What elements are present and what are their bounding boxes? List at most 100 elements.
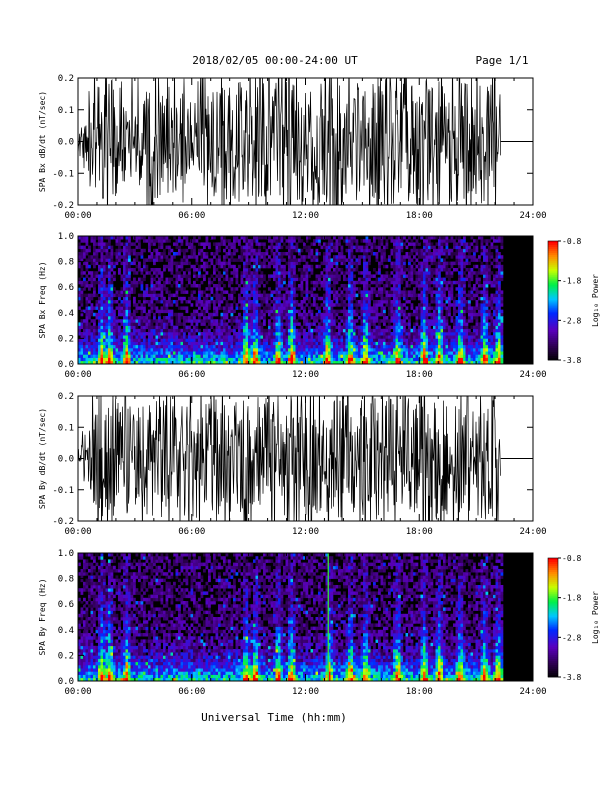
heatmap-cell (423, 335, 426, 339)
heatmap-cell (425, 274, 429, 278)
heatmap-cell (105, 357, 109, 362)
heatmap-cell (328, 335, 331, 339)
heatmap-cell (275, 319, 279, 323)
heatmap-cell (438, 300, 441, 304)
heatmap-cell (175, 252, 179, 256)
heatmap-cell (103, 284, 106, 288)
heatmap-cell (308, 357, 311, 362)
heatmap-cell (220, 242, 224, 246)
heatmap-cell (223, 312, 226, 317)
heatmap-cell (220, 287, 224, 291)
heatmap-cell (380, 248, 384, 253)
heatmap-cell (218, 348, 221, 352)
heatmap-cell (95, 280, 99, 285)
heatmap-cell (425, 351, 429, 355)
heatmap-cell (350, 242, 354, 246)
heatmap-cell (390, 312, 394, 317)
heatmap-cell (250, 290, 254, 294)
heatmap-cell (193, 284, 196, 288)
heatmap-cell (228, 261, 231, 266)
heatmap-cell (388, 354, 391, 358)
heatmap-cell (208, 242, 211, 246)
heatmap-cell (418, 252, 421, 256)
heatmap-cell (378, 248, 381, 253)
heatmap-cell (258, 268, 261, 272)
heatmap-cell (90, 293, 94, 298)
heatmap-cell (393, 341, 396, 346)
heatmap-cell (275, 335, 279, 339)
heatmap-cell (285, 271, 289, 275)
heatmap-cell (438, 261, 441, 266)
heatmap-cell (408, 344, 411, 349)
heatmap-cell (168, 348, 171, 352)
heatmap-cell (108, 287, 111, 291)
heatmap-cell (90, 258, 94, 262)
heatmap-cell (225, 306, 229, 310)
heatmap-cell (423, 300, 426, 304)
heatmap-cell (438, 258, 441, 262)
heatmap-cell (328, 280, 331, 285)
heatmap-cell (128, 245, 131, 250)
heatmap-cell (438, 328, 441, 333)
heatmap-cell (123, 242, 126, 246)
heatmap-cell (443, 236, 446, 240)
heatmap-cell (143, 338, 146, 342)
heatmap-cell (155, 300, 159, 304)
heatmap-cell (183, 296, 186, 301)
heatmap-cell (380, 239, 384, 243)
heatmap-cell (230, 309, 234, 314)
heatmap-cell (90, 312, 94, 317)
heatmap-cell (308, 348, 311, 352)
heatmap-cell (460, 303, 464, 307)
heatmap-cell (88, 338, 91, 342)
heatmap-cell (403, 290, 406, 294)
heatmap-cell (435, 274, 439, 278)
heatmap-cell (115, 293, 119, 298)
heatmap-cell (405, 284, 409, 288)
heatmap-cell (185, 236, 189, 240)
heatmap-cell (418, 354, 421, 358)
heatmap-cell (153, 312, 156, 317)
heatmap-cell (360, 332, 364, 336)
heatmap-cell (413, 332, 416, 336)
heatmap-cell (233, 245, 236, 250)
heatmap-cell (80, 264, 84, 269)
heatmap-cell (145, 258, 149, 262)
heatmap-cell (460, 274, 464, 278)
heatmap-cell (285, 332, 289, 336)
heatmap-cell (280, 312, 284, 317)
heatmap-cell (185, 325, 189, 330)
heatmap-cell (165, 255, 169, 259)
heatmap-cell (123, 264, 126, 269)
heatmap-cell (143, 319, 146, 323)
heatmap-cell (135, 239, 139, 243)
heatmap-cell (305, 293, 309, 298)
heatmap-cell (168, 261, 171, 266)
heatmap-cell (350, 284, 354, 288)
heatmap-cell (450, 360, 454, 365)
heatmap-cell (410, 290, 414, 294)
heatmap-cell (448, 354, 451, 358)
heatmap-cell (230, 258, 234, 262)
heatmap-cell (430, 354, 434, 358)
heatmap-cell (228, 296, 231, 301)
heatmap-cell (458, 239, 461, 243)
heatmap-cell (410, 328, 414, 333)
heatmap-cell (263, 309, 266, 314)
heatmap-cell (418, 344, 421, 349)
heatmap-cell (458, 296, 461, 301)
heatmap-cell (308, 264, 311, 269)
heatmap-cell (90, 344, 94, 349)
heatmap-cell (315, 293, 319, 298)
heatmap-cell (260, 328, 264, 333)
heatmap-cell (148, 351, 151, 355)
heatmap-cell (235, 248, 239, 253)
heatmap-cell (200, 274, 204, 278)
heatmap-cell (460, 284, 464, 288)
heatmap-cell (110, 236, 114, 240)
heatmap-cell (165, 328, 169, 333)
heatmap-cell (373, 287, 376, 291)
panel-1-ylabel: SPA Bx dB/dt (nT/sec) (38, 91, 47, 192)
heatmap-cell (223, 325, 226, 330)
heatmap-cell (210, 316, 214, 320)
